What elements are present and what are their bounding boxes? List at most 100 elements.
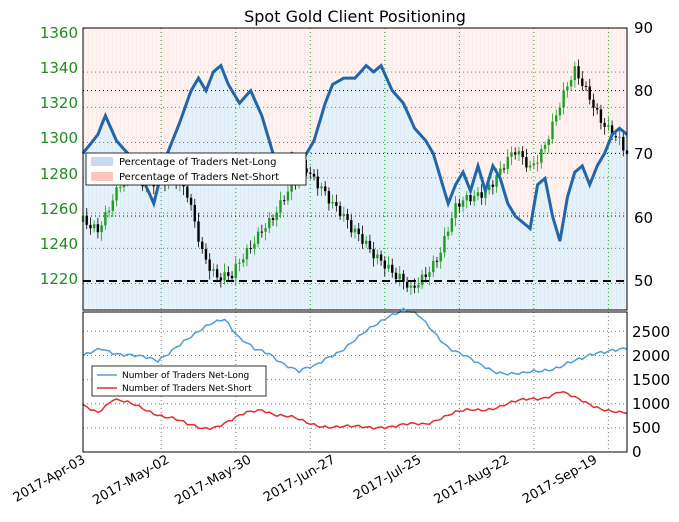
price-candle [607,117,610,131]
bottom-panel: 0 500 1000 1500 2000 2500 Number of Trad… [82,307,670,461]
net-long-line [81,63,628,242]
price-candle [376,249,379,265]
price-candle [525,148,528,172]
price-candle [588,78,591,105]
top-panel: 1220 1240 1260 1280 1300 1320 1340 1360 … [40,19,653,311]
price-candle [383,256,387,277]
right-tick-label: 60 [634,209,653,227]
price-candle [391,258,394,278]
price-candle [439,247,442,269]
right-tick-label: 90 [634,19,653,37]
price-candle [562,82,565,115]
net-long-swatch [91,157,113,166]
price-candle [622,132,625,157]
price-candle [238,258,241,272]
price-candle [491,180,495,195]
price-candle [581,71,584,91]
bottom-legend-box [91,365,267,397]
price-candle [260,224,264,238]
price-candle [506,149,509,175]
price-candle [305,159,308,177]
price-candle [405,276,409,293]
top-grid [82,28,627,310]
price-candle [595,103,599,115]
price-candle [502,163,506,174]
bottom-right-axis: 0 500 1000 1500 2000 2500 [632,323,670,461]
price-candle [283,195,286,205]
price-candle [286,185,290,205]
price-candle [517,146,521,162]
left-tick-label: 1300 [40,129,78,147]
price-candle [353,224,357,239]
price-candle [100,221,103,241]
price-candle [264,223,267,241]
net-short-swatch [91,172,113,181]
price-candle [450,211,454,236]
price-candle [569,75,573,92]
price-candle [372,242,375,267]
price-candle [555,109,558,126]
price-candle [275,206,278,227]
price-candle [193,198,196,228]
left-tick-label: 1320 [40,94,78,112]
price-candle [510,146,513,166]
x-tick-label: 2017-May-30 [172,452,254,508]
price-candle [387,256,390,273]
price-candle [268,212,271,234]
price-candle [417,277,420,294]
price-candle [212,263,215,277]
price-candle [398,266,401,287]
price-candle [592,93,595,116]
price-candle [245,244,249,267]
price-candle [480,184,483,205]
price-candle [409,281,413,295]
price-candle [428,266,431,286]
price-candle [331,194,334,209]
price-candle [342,206,346,222]
count-tick-label: 1500 [632,371,670,389]
price-candle [104,205,107,230]
price-candle [618,129,621,146]
price-candle [424,267,427,283]
price-candle [335,194,338,212]
price-candle [573,61,577,88]
price-candle [473,189,476,206]
price-candle [338,201,342,220]
price-candle [346,208,349,229]
top-legend-box [85,152,307,186]
bottom-grid [82,312,627,452]
price-candle [234,256,237,286]
price-candle [540,144,543,169]
top-legend: Percentage of Traders Net-Long Percentag… [85,152,307,186]
price-candle [558,102,562,121]
bottom-legend: Number of Traders Net-Long Number of Tra… [91,365,267,397]
price-candle [320,182,323,196]
price-candle [215,264,219,283]
price-candle [96,217,100,239]
right-axis: 50 60 70 80 90 [634,19,653,290]
price-candle [536,155,539,172]
bottom-panel-frame [82,311,628,453]
price-candle [566,82,569,98]
price-candle [227,266,230,282]
price-candle [543,141,547,155]
price-candle [379,250,383,266]
price-candle [584,81,588,92]
chart-title: Spot Gold Client Positioning [244,7,466,26]
long-count-legend-label: Number of Traders Net-Long [122,371,249,381]
price-candle [230,271,234,282]
price-candle [446,226,450,240]
price-candle [357,222,360,242]
price-candle [316,169,319,196]
price-candle [271,214,275,226]
count-tick-label: 2500 [632,323,670,341]
x-tick-label: 2017-May-02 [90,452,172,508]
price-candle [476,187,480,201]
price-candle [435,256,439,268]
price-candle [577,59,580,85]
price-candle [364,235,368,248]
left-axis: 1220 1240 1260 1280 1300 1320 1340 1360 [40,24,78,288]
count-tick-label: 2000 [632,347,670,365]
price-candle [279,191,282,218]
